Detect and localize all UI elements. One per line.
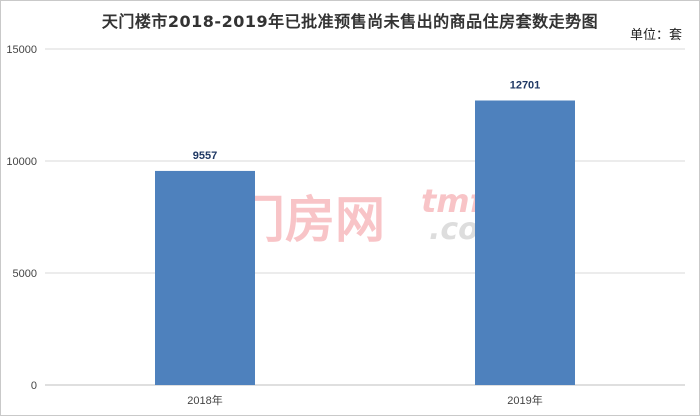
data-label: 9557 — [193, 150, 217, 162]
bar — [155, 170, 255, 385]
data-label: 12701 — [510, 79, 541, 91]
y-tick-label: 0 — [31, 380, 37, 392]
x-tick-label: 2018年 — [187, 393, 222, 407]
y-tick-label: 10000 — [6, 156, 37, 168]
y-tick-label: 5000 — [13, 268, 37, 280]
unit-label: 单位：套 — [629, 28, 682, 43]
x-tick-label: 2019年 — [507, 393, 542, 407]
bar — [475, 100, 575, 386]
y-tick-label: 15000 — [6, 44, 37, 56]
chart-title: 天门楼市2018-2019年已批准预售尚未售出的商品住房套数走势图 — [101, 12, 599, 31]
